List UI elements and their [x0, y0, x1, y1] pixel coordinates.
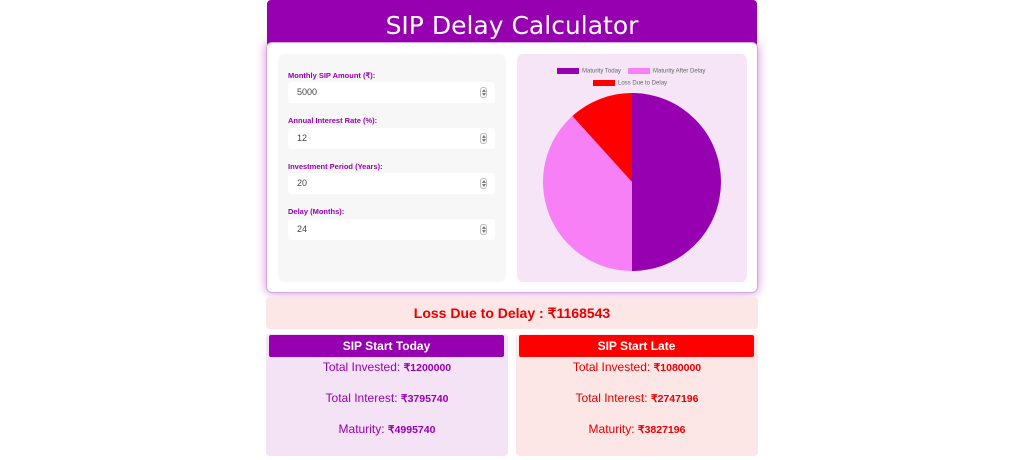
delay-input[interactable]: 24	[288, 219, 495, 240]
today-interest-label: Total Interest:	[325, 391, 398, 405]
pie-slice-loss-due-to-delay[interactable]	[572, 93, 632, 182]
late-interest-row: Total Interest: ₹2747196	[516, 391, 758, 405]
late-interest-label: Total Interest:	[575, 391, 648, 405]
today-maturity-label: Maturity:	[338, 422, 385, 436]
today-invested-label: Total Invested:	[322, 360, 401, 374]
late-invested-label: Total Invested:	[572, 360, 651, 374]
sip-today-title: SIP Start Today	[269, 335, 504, 357]
interest-rate-label: Annual Interest Rate (%):	[288, 116, 378, 125]
interest-rate-value: 12	[297, 133, 308, 143]
investment-period-value: 20	[297, 178, 308, 188]
investment-period-input[interactable]: 20	[288, 173, 495, 194]
today-interest-row: Total Interest: ₹3795740	[266, 391, 508, 405]
pie-slice-maturity-after-delay[interactable]	[543, 115, 632, 271]
today-invested-value: ₹1200000	[403, 362, 452, 374]
interest-rate-input[interactable]: 12	[288, 128, 495, 149]
today-interest-value: ₹3795740	[400, 393, 449, 405]
late-invested-row: Total Invested: ₹1080000	[516, 360, 758, 374]
today-invested-row: Total Invested: ₹1200000	[266, 360, 508, 374]
late-maturity-row: Maturity: ₹3827196	[516, 422, 758, 436]
legend-item-maturity-today[interactable]: Maturity Today	[557, 68, 621, 75]
pie-chart	[543, 93, 721, 271]
sip-today-panel: SIP Start Today Total Invested: ₹1200000…	[266, 334, 508, 456]
delay-label: Delay (Months):	[288, 207, 345, 216]
delay-value: 24	[297, 224, 308, 234]
legend-item-loss-due-to-delay[interactable]: Loss Due to Delay	[593, 80, 667, 87]
legend-label: Maturity Today	[582, 68, 621, 75]
pie-slice-maturity-today[interactable]	[632, 93, 721, 271]
legend-label: Loss Due to Delay	[618, 80, 668, 87]
legend-swatch	[628, 68, 650, 74]
legend-swatch	[593, 80, 615, 86]
monthly-sip-value: 5000	[297, 87, 318, 97]
legend-item-maturity-after-delay[interactable]: Maturity After Delay	[628, 68, 705, 75]
today-maturity-value: ₹4995740	[387, 424, 436, 436]
spinner-icon[interactable]	[480, 133, 487, 144]
late-interest-value: ₹2747196	[650, 393, 699, 405]
sip-late-panel: SIP Start Late Total Invested: ₹1080000 …	[516, 334, 758, 456]
spinner-icon[interactable]	[480, 87, 487, 98]
monthly-sip-input[interactable]: 5000	[288, 82, 495, 103]
loss-label: Loss Due to Delay :	[413, 305, 544, 321]
today-maturity-row: Maturity: ₹4995740	[266, 422, 508, 436]
investment-period-label: Investment Period (Years):	[288, 162, 383, 171]
late-maturity-value: ₹3827196	[637, 424, 686, 436]
legend-swatch	[557, 68, 579, 74]
sip-late-title: SIP Start Late	[519, 335, 754, 357]
spinner-icon[interactable]	[480, 178, 487, 189]
late-maturity-label: Maturity:	[588, 422, 635, 436]
loss-value: ₹1168543	[547, 305, 611, 321]
spinner-icon[interactable]	[480, 224, 487, 235]
legend-label: Maturity After Delay	[653, 68, 706, 75]
page-title: SIP Delay Calculator	[267, 0, 757, 46]
late-invested-value: ₹1080000	[653, 362, 702, 374]
loss-summary: Loss Due to Delay : ₹1168543	[266, 297, 758, 329]
monthly-sip-label: Monthly SIP Amount (₹):	[288, 71, 376, 80]
